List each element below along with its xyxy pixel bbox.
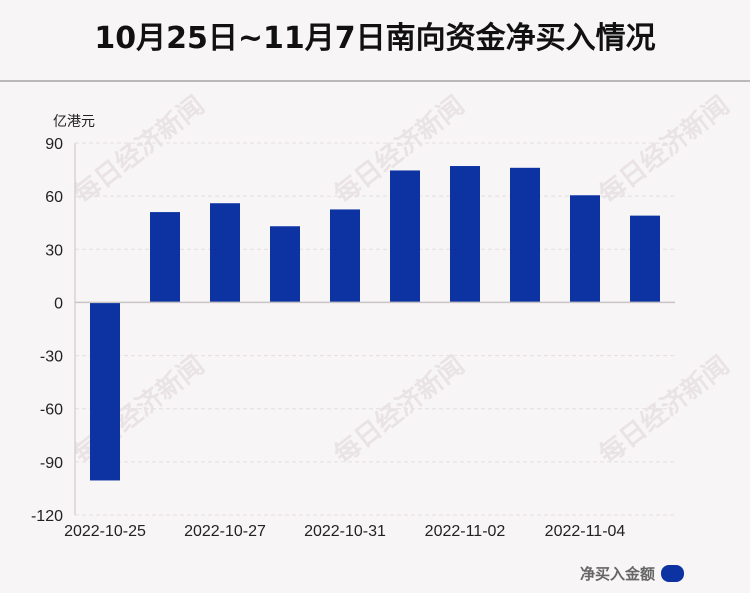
title-divider — [0, 80, 750, 82]
y-tick-label: -120 — [31, 508, 63, 525]
y-axis-unit: 亿港元 — [53, 114, 95, 130]
bar — [450, 166, 480, 303]
bar — [150, 212, 180, 303]
x-tick-label: 2022-10-31 — [304, 523, 386, 540]
bar — [510, 167, 540, 303]
y-tick-label: -60 — [40, 402, 63, 419]
bar — [270, 226, 300, 303]
bar — [390, 170, 420, 303]
bar — [330, 209, 360, 303]
x-tick-label: 2022-11-04 — [545, 523, 626, 540]
y-tick-label: 60 — [45, 189, 63, 206]
bar — [570, 195, 600, 303]
legend-label: 净买入金额 — [579, 565, 655, 583]
x-tick-label: 2022-10-27 — [184, 523, 266, 540]
chart-title: 10月25日~11月7日南向资金净买入情况 — [94, 21, 656, 56]
x-tick-label: 2022-11-02 — [425, 523, 506, 540]
y-tick-label: -90 — [40, 455, 63, 472]
x-tick-label: 2022-10-25 — [64, 523, 146, 540]
bar — [90, 302, 120, 481]
y-tick-label: 0 — [54, 295, 63, 312]
y-tick-label: 90 — [45, 136, 63, 153]
bar — [630, 215, 660, 303]
y-tick-label: 30 — [45, 242, 63, 259]
legend: 净买入金额 — [580, 563, 684, 584]
bar — [210, 203, 240, 303]
legend-swatch — [661, 565, 684, 582]
y-tick-label: -30 — [40, 349, 63, 366]
